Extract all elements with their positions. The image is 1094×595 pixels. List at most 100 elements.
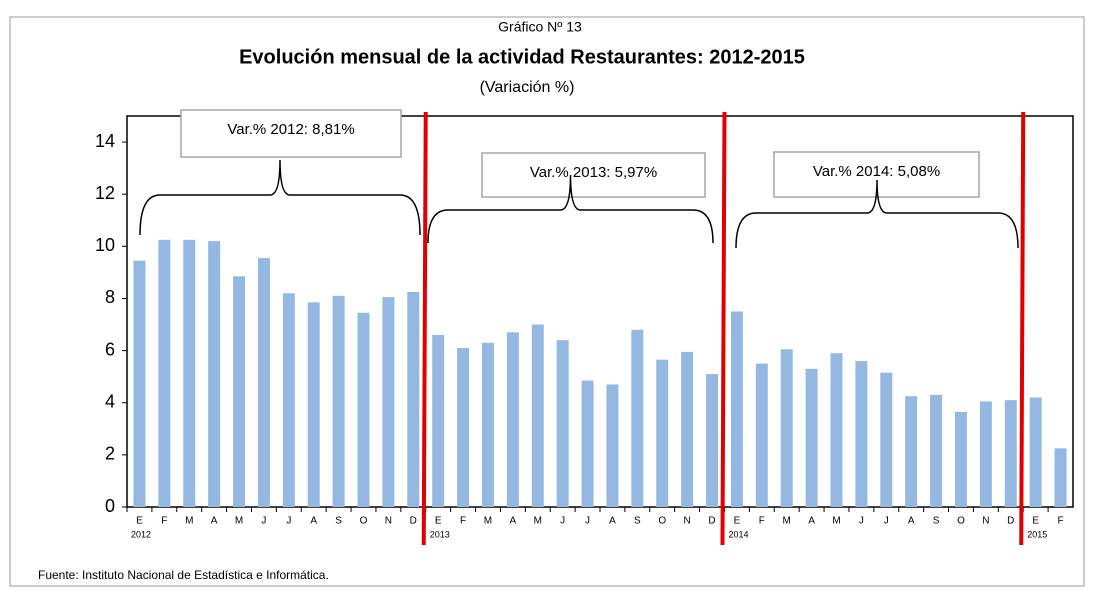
- bar: [233, 276, 246, 507]
- annotation-text: Var.% 2014: 5,08%: [813, 163, 940, 180]
- source-note: Fuente: Instituto Nacional de Estadístic…: [38, 568, 329, 582]
- bar: [133, 260, 146, 507]
- x-tick-label: J: [286, 516, 291, 527]
- bar: [407, 291, 420, 507]
- x-tick-label: M: [235, 516, 243, 527]
- chart-title: Evolución mensual de la actividad Restau…: [239, 46, 805, 68]
- y-tick-label: 8: [105, 287, 115, 307]
- bar: [457, 347, 470, 507]
- y-tick-label: 0: [105, 496, 115, 516]
- brace: [735, 179, 1019, 249]
- y-tick-label: 4: [105, 391, 115, 411]
- bar: [830, 353, 843, 507]
- bar: [855, 361, 868, 507]
- x-tick-label: J: [261, 516, 266, 527]
- x-tick-label: F: [1057, 516, 1063, 527]
- bar: [905, 396, 918, 507]
- x-tick-label: J: [585, 516, 590, 527]
- bar: [382, 297, 395, 507]
- bar: [307, 302, 320, 507]
- chart-subtitle: (Variación %): [480, 79, 575, 96]
- x-tick-label: J: [560, 516, 565, 527]
- x-tick-label: F: [161, 516, 167, 527]
- bar: [1004, 400, 1017, 507]
- x-tick-label: A: [211, 516, 218, 527]
- y-tick-label: 12: [95, 183, 115, 203]
- bar: [581, 380, 594, 507]
- x-tick-label: M: [484, 516, 492, 527]
- x-tick-label: D: [410, 516, 417, 527]
- x-tick-label: A: [609, 516, 616, 527]
- bar: [531, 324, 544, 507]
- y-tick-label: 2: [105, 444, 115, 464]
- y-tick-label: 10: [95, 235, 115, 255]
- x-tick-label: N: [982, 516, 989, 527]
- bar: [357, 312, 370, 507]
- bar: [481, 342, 494, 507]
- bar: [979, 401, 992, 507]
- x-tick-label: M: [832, 516, 840, 527]
- x-tick-label: D: [1007, 516, 1014, 527]
- x-tick-label: J: [884, 516, 889, 527]
- bar: [332, 295, 345, 507]
- year-label: 2014: [728, 529, 748, 539]
- x-tick-label: M: [534, 516, 542, 527]
- bar: [930, 394, 943, 507]
- bar: [506, 332, 519, 507]
- brace: [139, 159, 421, 236]
- x-tick-label: S: [335, 516, 342, 527]
- annotation-box: [481, 152, 706, 198]
- chart-supertitle: Gráfico Nº 13: [498, 19, 582, 35]
- brace: [427, 174, 714, 244]
- x-tick-label: S: [933, 516, 940, 527]
- bar: [780, 349, 793, 507]
- x-tick-label: E: [1032, 516, 1039, 527]
- annotation-text: Var.% 2012: 8,81%: [227, 121, 354, 138]
- bar: [282, 293, 295, 507]
- year-separator: [421, 111, 428, 546]
- year-separator: [720, 111, 727, 546]
- x-tick-label: N: [385, 516, 392, 527]
- bar: [432, 334, 445, 507]
- y-tick-label: 14: [95, 131, 115, 151]
- x-tick-label: A: [808, 516, 815, 527]
- bar: [158, 239, 171, 508]
- x-tick-label: N: [684, 516, 691, 527]
- year-label: 2012: [131, 529, 151, 539]
- annotation-box: [180, 109, 402, 158]
- year-label: 2013: [430, 529, 450, 539]
- bar: [656, 359, 669, 507]
- bar: [755, 363, 768, 507]
- annotation-text: Var.% 2013: 5,97%: [530, 164, 657, 181]
- x-tick-label: S: [634, 516, 641, 527]
- x-tick-label: F: [759, 516, 765, 527]
- bar: [208, 241, 221, 507]
- x-tick-label: A: [908, 516, 915, 527]
- x-tick-label: A: [310, 516, 317, 527]
- x-tick-label: M: [783, 516, 791, 527]
- year-label: 2015: [1027, 529, 1047, 539]
- x-tick-label: J: [859, 516, 864, 527]
- x-tick-label: O: [360, 516, 368, 527]
- outer-frame: [9, 16, 1085, 587]
- bar: [730, 311, 743, 507]
- bar: [1054, 448, 1067, 507]
- bar: [556, 340, 569, 507]
- x-tick-label: O: [957, 516, 965, 527]
- bar: [631, 329, 644, 507]
- x-tick-label: O: [658, 516, 666, 527]
- bar: [606, 384, 619, 507]
- x-tick-label: D: [708, 516, 715, 527]
- x-tick-label: F: [460, 516, 466, 527]
- x-tick-label: A: [510, 516, 517, 527]
- x-tick-label: M: [185, 516, 193, 527]
- year-separator: [1019, 111, 1026, 546]
- bar: [954, 411, 967, 507]
- bar: [681, 351, 694, 507]
- bar: [257, 258, 270, 507]
- bar: [706, 374, 719, 507]
- bar: [183, 239, 196, 508]
- y-tick-label: 6: [105, 339, 115, 359]
